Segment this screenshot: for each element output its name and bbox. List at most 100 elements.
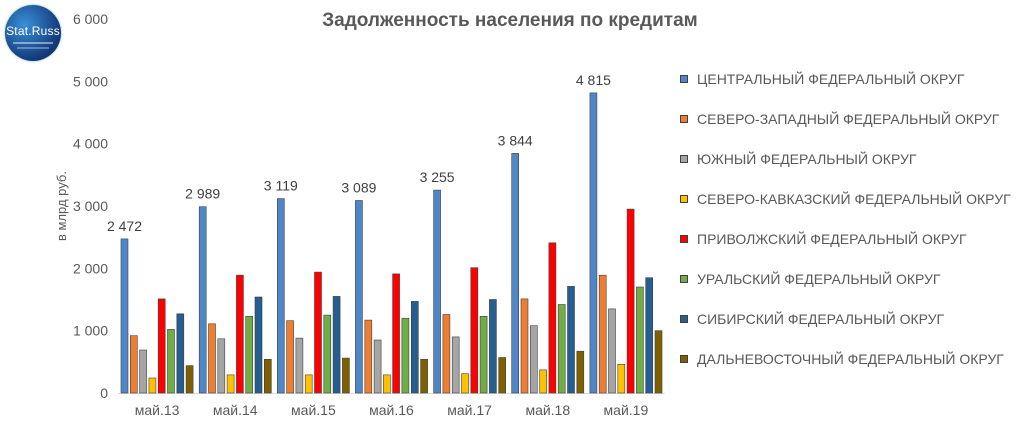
legend-swatch xyxy=(680,195,688,203)
bar-май.18-series-4 xyxy=(539,369,547,394)
bar-май.14-series-8 xyxy=(263,358,272,394)
bar-май.16-series-3 xyxy=(373,339,382,394)
x-tick-label: май.16 xyxy=(369,402,414,418)
bar-май.16-series-1 xyxy=(355,200,363,394)
bar-май.13-series-6 xyxy=(167,329,175,394)
data-label: 2 472 xyxy=(107,218,142,234)
bar-май.13-series-8 xyxy=(185,365,194,394)
legend-label: ДАЛЬНЕВОСТОЧНЫЙ ФЕДЕРАЛЬНЫЙ ОКРУГ xyxy=(697,351,1004,367)
bar-май.17-series-3 xyxy=(451,336,460,394)
bar-май.14-series-5 xyxy=(236,274,244,394)
bar-май.15-series-2 xyxy=(286,320,294,394)
legend-swatch xyxy=(680,75,688,83)
bar-май.13-series-4 xyxy=(148,377,157,394)
y-tick-label: 2 000 xyxy=(73,260,108,276)
logo-decoration xyxy=(17,47,49,49)
data-label: 3 844 xyxy=(498,132,533,148)
data-label: 3 119 xyxy=(264,178,298,194)
bar-май.15-series-5 xyxy=(314,271,322,394)
legend-item: ЮЖНЫЙ ФЕДЕРАЛЬНЫЙ ОКРУГ xyxy=(680,150,1015,168)
legend-item: ПРИВОЛЖСКИЙ ФЕДЕРАЛЬНЫЙ ОКРУГ xyxy=(680,230,1015,248)
bar-май.15-series-4 xyxy=(304,374,313,394)
legend-label: ПРИВОЛЖСКИЙ ФЕДЕРАЛЬНЫЙ ОКРУГ xyxy=(697,231,967,247)
bar-май.18-series-6 xyxy=(557,304,566,394)
bar-май.19-series-6 xyxy=(636,286,644,394)
bar-май.15-series-6 xyxy=(323,314,332,394)
legend-label: УРАЛЬСКИЙ ФЕДЕРАЛЬНЫЙ ОКРУГ xyxy=(697,271,941,287)
legend-swatch xyxy=(680,235,688,243)
bar-май.16-series-7 xyxy=(410,301,419,394)
x-tick-label: май.13 xyxy=(135,402,180,418)
bar-май.14-series-4 xyxy=(226,374,235,394)
bar-май.17-series-7 xyxy=(489,299,497,394)
y-tick-label: 4 000 xyxy=(73,136,108,152)
y-axis-title: в млрд руб. xyxy=(54,171,69,241)
bar-май.17-series-4 xyxy=(461,373,469,394)
bar-май.19-series-4 xyxy=(617,363,626,394)
legend-swatch xyxy=(680,275,688,283)
legend-label: ЮЖНЫЙ ФЕДЕРАЛЬНЫЙ ОКРУГ xyxy=(697,151,917,167)
legend-swatch xyxy=(680,355,688,363)
data-label: 3 255 xyxy=(420,169,455,185)
data-label: 2 989 xyxy=(185,186,220,202)
bar-май.17-series-1 xyxy=(433,189,441,394)
legend-swatch xyxy=(680,115,688,123)
y-tick-label: 0 xyxy=(100,385,108,401)
bar-май.17-series-8 xyxy=(498,357,507,394)
legend-swatch xyxy=(680,155,688,163)
bar-май.13-series-5 xyxy=(157,298,166,394)
chart-title: Задолженность населения по кредитам xyxy=(322,10,698,31)
data-label: 3 089 xyxy=(341,180,376,196)
bar-май.13-series-7 xyxy=(176,313,185,394)
bar-май.16-series-4 xyxy=(382,374,391,394)
x-tick-label: май.18 xyxy=(525,402,570,418)
bar-май.13-series-3 xyxy=(139,349,147,394)
bar-май.16-series-6 xyxy=(401,317,410,394)
legend-label: СЕВЕРО-КАВКАЗСКИЙ ФЕДЕРАЛЬНЫЙ ОКРУГ xyxy=(697,191,1011,207)
legend-item: УРАЛЬСКИЙ ФЕДЕРАЛЬНЫЙ ОКРУГ xyxy=(680,270,1015,288)
y-tick-label: 6 000 xyxy=(73,11,108,27)
legend-item: ЦЕНТРАЛЬНЫЙ ФЕДЕРАЛЬНЫЙ ОКРУГ xyxy=(680,70,1015,88)
legend-label: СЕВЕРО-ЗАПАДНЫЙ ФЕДЕРАЛЬНЫЙ ОКРУГ xyxy=(697,111,1000,127)
legend-label: СИБИРСКИЙ ФЕДЕРАЛЬНЫЙ ОКРУГ xyxy=(697,311,945,327)
bar-май.14-series-2 xyxy=(208,323,216,394)
legend-item: СЕВЕРО-КАВКАЗСКИЙ ФЕДЕРАЛЬНЫЙ ОКРУГ xyxy=(680,190,1015,208)
x-tick-label: май.14 xyxy=(213,402,258,418)
bar-май.18-series-7 xyxy=(567,286,575,394)
data-label: 4 815 xyxy=(576,72,611,88)
logo: Stat.Russ xyxy=(5,5,61,61)
legend-item: ДАЛЬНЕВОСТОЧНЫЙ ФЕДЕРАЛЬНЫЙ ОКРУГ xyxy=(680,350,1015,368)
bar-май.15-series-8 xyxy=(342,357,350,394)
bar-май.19-series-8 xyxy=(654,330,663,394)
logo-decoration xyxy=(13,42,53,44)
x-tick-label: май.17 xyxy=(447,402,492,418)
bar-май.14-series-1 xyxy=(198,206,207,394)
bar-май.19-series-2 xyxy=(598,274,607,394)
bar-май.18-series-3 xyxy=(529,325,538,394)
bar-май.18-series-5 xyxy=(548,242,557,394)
bar-май.19-series-3 xyxy=(608,308,616,394)
bar-май.17-series-2 xyxy=(442,314,451,394)
bar-май.16-series-2 xyxy=(364,319,373,394)
bar-май.14-series-3 xyxy=(217,338,226,394)
legend-item: СЕВЕРО-ЗАПАДНЫЙ ФЕДЕРАЛЬНЫЙ ОКРУГ xyxy=(680,110,1015,128)
bar-май.17-series-5 xyxy=(470,267,479,394)
y-tick-label: 3 000 xyxy=(73,198,108,214)
bar-май.13-series-2 xyxy=(130,335,138,394)
legend-swatch xyxy=(680,315,688,323)
bar-май.19-series-1 xyxy=(589,92,598,394)
bar-май.16-series-5 xyxy=(392,273,400,394)
bar-май.18-series-1 xyxy=(511,153,520,394)
bar-май.15-series-7 xyxy=(332,296,341,394)
logo-text: Stat.Russ xyxy=(6,24,60,38)
bar-май.14-series-6 xyxy=(245,315,253,394)
bar-май.18-series-8 xyxy=(576,350,585,394)
bar-май.19-series-7 xyxy=(645,277,654,394)
bar-май.15-series-1 xyxy=(276,198,285,394)
bar-май.19-series-5 xyxy=(626,208,635,394)
bar-май.13-series-1 xyxy=(120,238,129,394)
x-tick-label: май.19 xyxy=(604,402,649,418)
y-tick-label: 5 000 xyxy=(73,73,108,89)
legend-label: ЦЕНТРАЛЬНЫЙ ФЕДЕРАЛЬНЫЙ ОКРУГ xyxy=(697,71,965,87)
